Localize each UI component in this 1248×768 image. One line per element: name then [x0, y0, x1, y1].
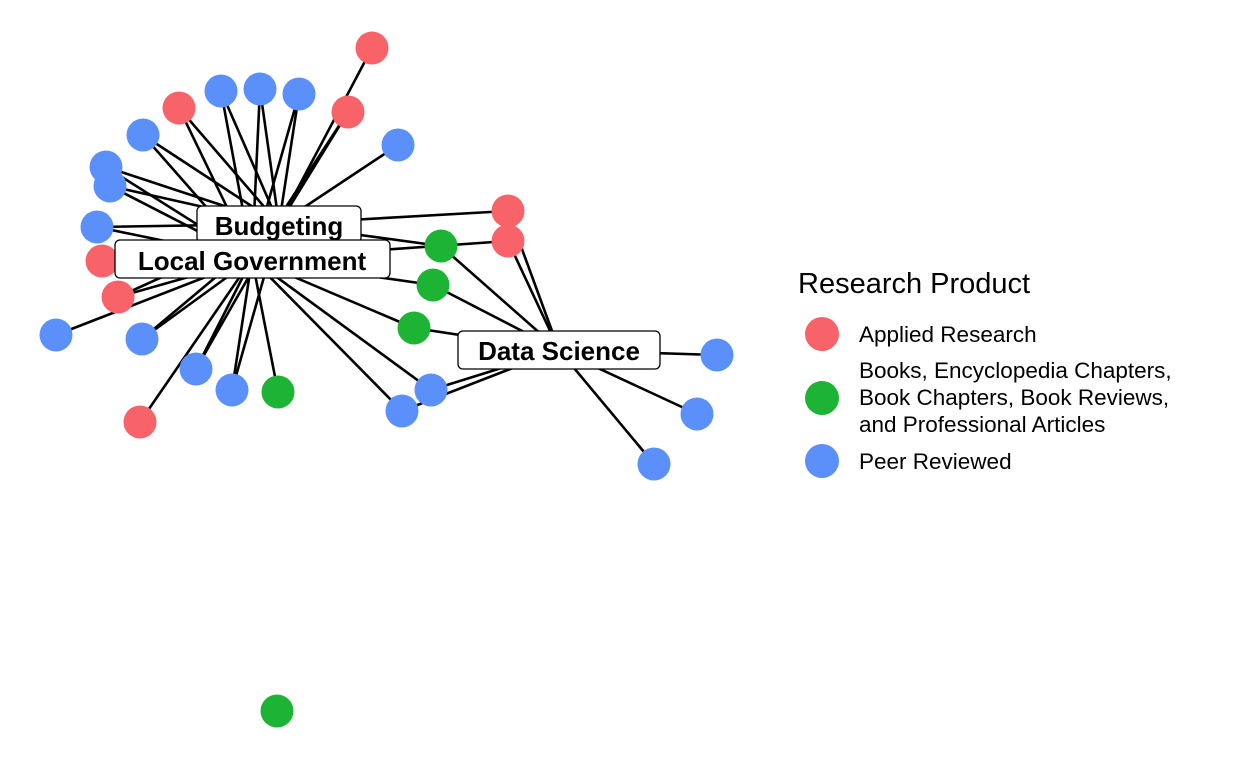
product-node — [282, 77, 316, 111]
product-node — [123, 405, 157, 439]
hub-data-science: Data Science — [457, 330, 661, 370]
product-node — [179, 352, 213, 386]
product-node — [385, 394, 419, 428]
hub-label-budgeting: Budgeting — [215, 211, 344, 241]
product-node — [491, 194, 525, 228]
product-node — [261, 375, 295, 409]
product-node — [93, 169, 127, 203]
edge-local — [230, 258, 254, 391]
product-node — [125, 322, 159, 356]
product-node — [126, 118, 160, 152]
product-node — [424, 229, 458, 263]
product-node — [162, 91, 196, 125]
product-node — [39, 318, 73, 352]
legend-title: Research Product — [798, 268, 1031, 300]
product-node — [416, 268, 450, 302]
legend: Research Product Applied Research Books,… — [798, 268, 1238, 484]
edge-budgeting — [178, 107, 280, 225]
product-node — [243, 72, 277, 106]
edge-local — [251, 258, 403, 412]
edge-local — [251, 257, 432, 392]
legend-label: Applied Research — [859, 321, 1037, 347]
product-node — [215, 373, 249, 407]
hub-budgeting: Budgeting — [196, 205, 362, 244]
hub-label-local-government: Local Government — [138, 246, 367, 276]
legend-swatch — [805, 444, 839, 478]
edge-local — [250, 258, 280, 393]
product-node — [355, 31, 389, 65]
legend-swatch — [805, 380, 839, 415]
legend-item-peer-reviewed: Peer Reviewed — [798, 444, 1238, 478]
product-node — [331, 95, 365, 129]
hub-local-government: Local Government — [114, 239, 391, 279]
legend-swatch — [805, 317, 839, 351]
product-node — [80, 210, 114, 244]
edge-budgeting — [258, 88, 281, 225]
product-node — [85, 244, 119, 278]
legend-label: Peer Reviewed — [859, 448, 1012, 474]
product-node — [414, 373, 448, 407]
legend-label: Books, Encyclopedia Chapters, Book Chapt… — [859, 358, 1172, 437]
product-node — [101, 280, 135, 314]
legend-item-books: Books, Encyclopedia Chapters, Book Chapt… — [798, 357, 1238, 438]
product-node — [637, 447, 671, 481]
edge-budgeting — [219, 90, 281, 225]
product-node — [680, 397, 714, 431]
legend-item-applied-research: Applied Research — [798, 317, 1238, 351]
nodes-layer — [39, 31, 734, 728]
hubs-layer: Budgeting Local Government Data Science — [114, 205, 661, 370]
product-node — [397, 311, 431, 345]
product-node — [260, 694, 294, 728]
edge-local — [138, 258, 254, 423]
product-node — [491, 224, 525, 258]
hub-label-data-science: Data Science — [478, 336, 640, 366]
product-node — [381, 128, 415, 162]
product-node — [700, 338, 734, 372]
edge-budgeting — [277, 93, 301, 225]
product-node — [204, 74, 238, 108]
